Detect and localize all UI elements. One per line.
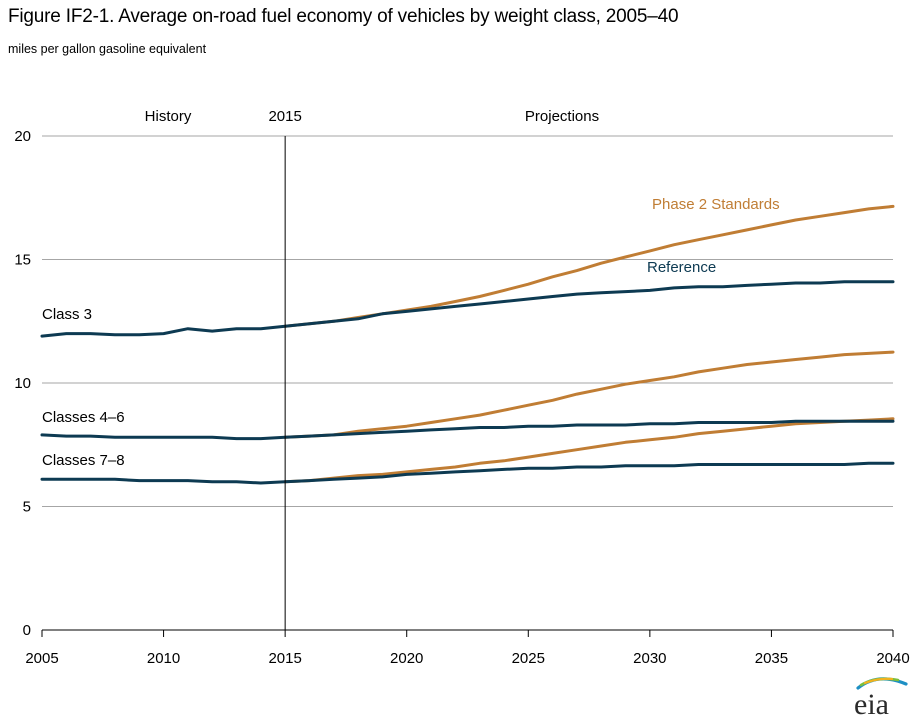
x-tick-label: 2005 <box>25 650 58 667</box>
x-tick-label: 2020 <box>390 650 423 667</box>
x-tick-label: 2025 <box>512 650 545 667</box>
annotation-classes-7-8: Classes 7–8 <box>42 452 125 469</box>
y-tick-label: 20 <box>14 128 31 145</box>
x-tick-label: 2030 <box>633 650 666 667</box>
eia-logo-icon: eia <box>854 677 908 718</box>
x-tick-label: 2010 <box>147 650 180 667</box>
y-tick-label: 15 <box>14 252 31 269</box>
y-tick-label: 10 <box>14 375 31 392</box>
annotation-classes-4-6: Classes 4–6 <box>42 409 125 426</box>
series-line-classes-7-8-phase-2-standards <box>283 417 895 484</box>
chart-subtitle: miles per gallon gasoline equivalent <box>8 42 207 56</box>
annotation-class-3: Class 3 <box>42 306 92 323</box>
series-line-class-3-reference <box>40 280 895 338</box>
series-line-classes-4-6-reference <box>40 419 895 441</box>
x-tick-label: 2040 <box>876 650 909 667</box>
projections-label: Projections <box>525 108 599 125</box>
logo-text: eia <box>854 688 889 718</box>
history-label: History <box>145 108 192 125</box>
series-line-classes-4-6-phase-2-standards <box>283 350 895 439</box>
series-line-classes-7-8-reference <box>40 461 895 485</box>
x-tick-label: 2015 <box>268 650 301 667</box>
series-line-class-3-phase-2-standards <box>283 204 895 328</box>
annotation-reference: Reference <box>647 259 716 276</box>
divider-label: 2015 <box>268 108 301 125</box>
annotation-phase-2-standards: Phase 2 Standards <box>652 196 780 213</box>
y-tick-label: 0 <box>23 622 31 639</box>
y-tick-label: 5 <box>23 499 31 516</box>
x-tick-label: 2035 <box>755 650 788 667</box>
chart-title: Figure IF2-1. Average on-road fuel econo… <box>8 6 679 27</box>
